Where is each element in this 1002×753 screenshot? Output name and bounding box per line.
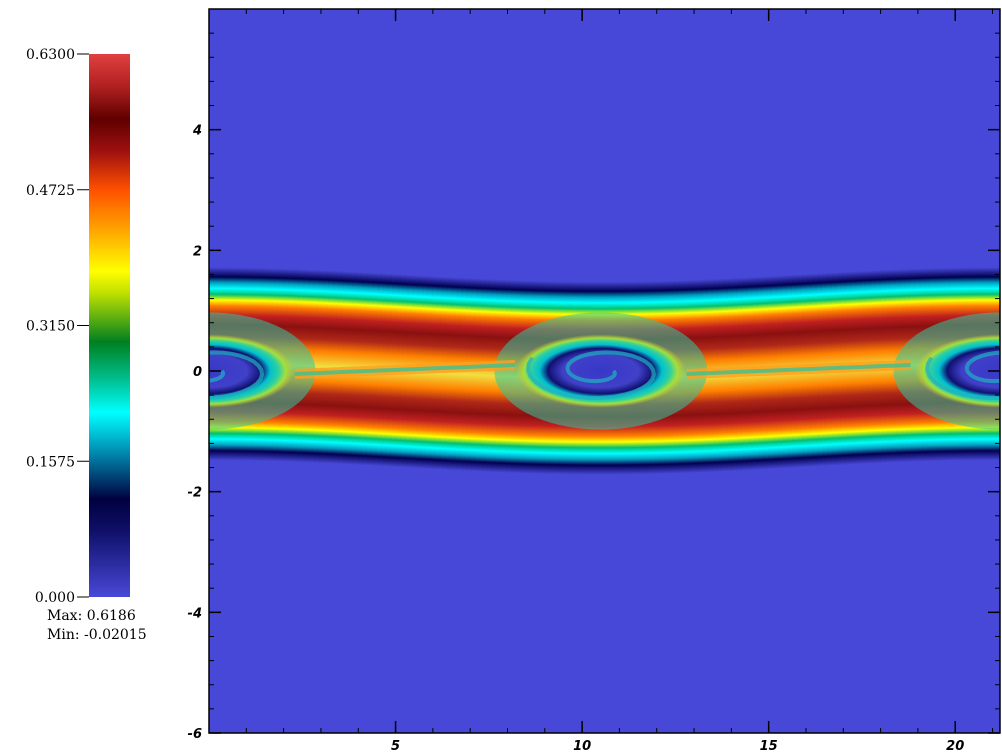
shear-layer-strip (490, 279, 497, 473)
stat-max: Max: 0.6186 (47, 608, 136, 624)
vortex-spiral (209, 350, 265, 400)
colorbar-tick-label: 0.4725 (26, 183, 75, 199)
x-tick-label: 5 (391, 739, 400, 753)
shear-layer-strip (471, 278, 477, 472)
shear-layer-strip (332, 270, 339, 464)
colorbar-ticks: 0.000 0.1575 0.3150 0.4725 0.6300 (26, 47, 89, 606)
vortex (494, 312, 708, 430)
vortex-core (914, 334, 1000, 408)
braid-core (686, 362, 911, 377)
shear-layer-strip (475, 278, 482, 472)
shear-layer-strip (466, 278, 472, 472)
shear-layer-strip (441, 276, 447, 470)
colorbar-tick-label: 0.1575 (26, 454, 75, 470)
y-tick-label: 0 (193, 365, 202, 380)
braid-filaments (294, 359, 911, 380)
y-tick-label: 4 (192, 124, 202, 139)
colorbar-gradient (89, 54, 130, 597)
shear-layer-strip (312, 269, 319, 463)
vortex (893, 312, 1000, 430)
colorbar-tick-label: 0.3150 (26, 319, 75, 335)
braid-core (294, 362, 516, 377)
shear-layer-strip (456, 277, 462, 471)
colorbar-tick-label: 0.6300 (26, 47, 75, 63)
shear-layer-strip (461, 277, 467, 471)
vortex-spiral (925, 350, 1000, 401)
y-tick-label: 2 (193, 244, 202, 259)
y-tick-label: -2 (188, 486, 202, 501)
stat-min: Min: -0.02015 (47, 627, 147, 643)
vortex-spiral (526, 350, 656, 401)
shear-layer-strip (317, 270, 324, 464)
shear-layer-strip (480, 278, 487, 472)
axes: -6 -4 -2 0 2 4 5 10 15 20 (188, 8, 1001, 753)
shear-layer-strip (322, 270, 329, 464)
shear-layer-strip (485, 279, 492, 473)
colorbar-tick-label: 0.000 (35, 590, 75, 606)
vortex (209, 312, 316, 430)
colorbar: 0.000 0.1575 0.3150 0.4725 0.6300 Max: 0.618… (26, 47, 147, 643)
shear-layer-strip (451, 277, 457, 471)
field-image (209, 9, 1000, 733)
y-tick-label: -4 (188, 606, 202, 621)
shear-layer-strip (327, 270, 334, 464)
x-tick-label: 10 (573, 739, 591, 753)
x-tick-label: 20 (946, 739, 964, 753)
y-tick-label: -6 (188, 727, 202, 742)
shear-layer-strip (446, 277, 452, 471)
x-tick-label: 15 (760, 739, 778, 753)
